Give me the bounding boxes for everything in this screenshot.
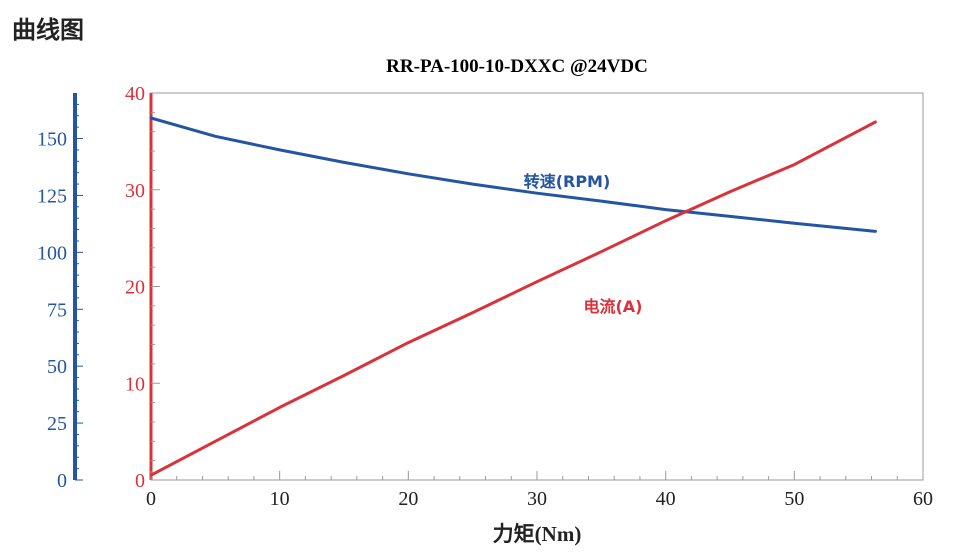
x-tick-label: 60: [913, 488, 933, 510]
speed-tick-label: 75: [47, 299, 67, 321]
current-axis: 0 10 20 30 40: [125, 83, 160, 492]
speed-tick-label: 50: [47, 356, 67, 378]
current-tick-label: 10: [125, 373, 145, 395]
speed-tick-label: 0: [57, 470, 67, 492]
x-tick-label: 50: [784, 488, 804, 510]
current-tick-label: 40: [125, 83, 145, 105]
current-line: [149, 120, 877, 477]
speed-axis: 0 25 50 75 100 125 150: [37, 93, 83, 492]
x-tick-label: 20: [398, 488, 418, 510]
speed-tick-label: 100: [37, 242, 67, 264]
plot-area: [150, 92, 924, 481]
x-tick-label: 30: [527, 488, 547, 510]
x-tick-label: 10: [270, 488, 290, 510]
x-tick-label: 40: [656, 488, 676, 510]
speed-line: [149, 116, 877, 233]
x-axis-title: 力矩(Nm): [493, 522, 582, 546]
current-tick-label: 20: [125, 277, 145, 299]
speed-tick-label: 150: [37, 129, 67, 151]
current-tick-label: 30: [125, 180, 145, 202]
page-heading: 曲线图: [12, 16, 84, 44]
speed-tick-label: 125: [37, 185, 67, 207]
speed-tick-label: 25: [47, 413, 67, 435]
current-series-label: 电流(A): [583, 297, 642, 316]
torque-axis: 0 10 20 30 40 50 60: [146, 471, 933, 510]
series-layer: 转速(RPM) 电流(A): [149, 116, 877, 477]
speed-series-label: 转速(RPM): [524, 172, 611, 191]
x-tick-label: 0: [146, 488, 156, 510]
current-tick-label: 0: [135, 470, 145, 492]
chart-title: RR-PA-100-10-DXXC @24VDC: [386, 56, 648, 77]
